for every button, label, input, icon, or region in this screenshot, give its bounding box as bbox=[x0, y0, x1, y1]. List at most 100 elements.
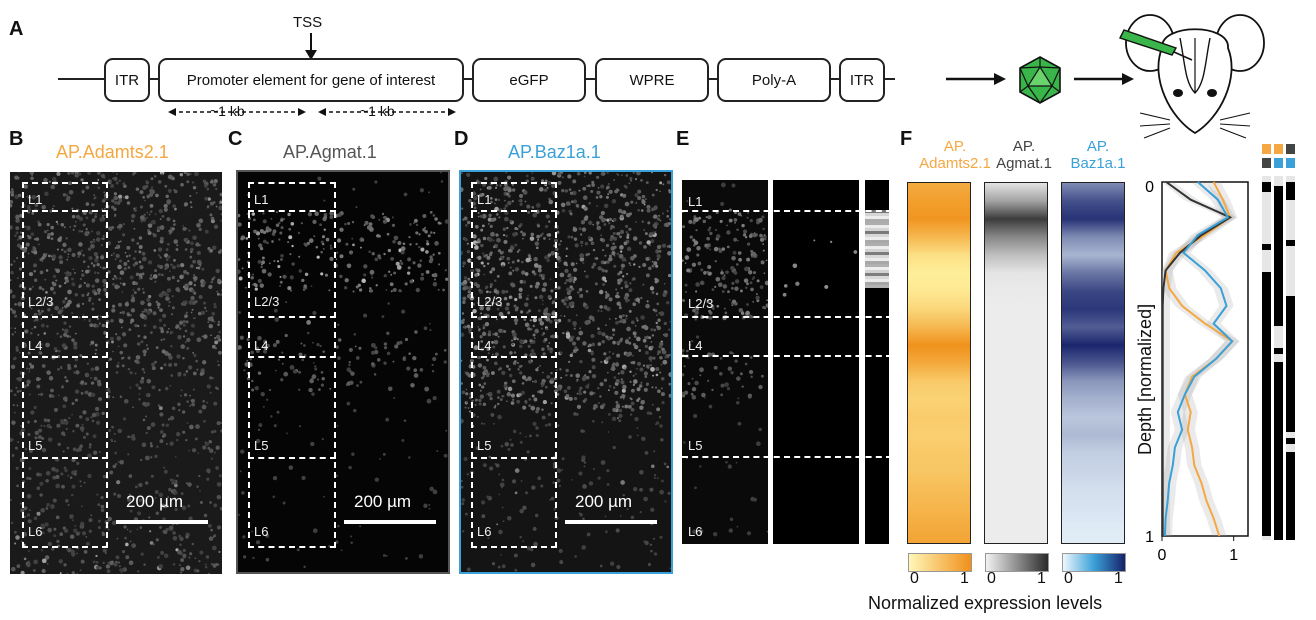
cell bbox=[634, 192, 639, 198]
cell bbox=[84, 231, 89, 237]
cell bbox=[72, 341, 78, 347]
cell bbox=[603, 352, 607, 356]
cell bbox=[64, 271, 67, 275]
cell bbox=[719, 357, 723, 360]
cell bbox=[359, 380, 363, 384]
cell bbox=[503, 296, 508, 301]
cell bbox=[203, 306, 207, 310]
cell bbox=[656, 258, 660, 261]
cell bbox=[643, 540, 646, 543]
cell bbox=[36, 472, 41, 477]
cell bbox=[620, 174, 623, 177]
cell bbox=[558, 259, 562, 263]
cell bbox=[188, 424, 194, 430]
cell bbox=[621, 267, 624, 271]
cell bbox=[272, 229, 277, 234]
cell bbox=[92, 239, 96, 243]
cell bbox=[632, 277, 636, 281]
cell bbox=[303, 344, 306, 347]
micrograph-agmat: L1 L2/3 L4 L5 L6 200 µm bbox=[236, 170, 450, 574]
y-tick-label: 1 bbox=[1145, 529, 1154, 546]
cell bbox=[192, 388, 195, 391]
cell bbox=[462, 296, 467, 301]
cell bbox=[181, 505, 187, 511]
cell bbox=[63, 226, 66, 229]
cell bbox=[824, 284, 829, 289]
cell bbox=[361, 278, 366, 284]
cell bbox=[733, 218, 738, 222]
cell bbox=[178, 409, 181, 412]
cell bbox=[547, 233, 552, 237]
cell bbox=[93, 450, 98, 455]
cell bbox=[250, 275, 254, 280]
cell bbox=[196, 337, 202, 343]
cell bbox=[663, 321, 667, 326]
e-layer-divider bbox=[682, 210, 892, 212]
cell bbox=[565, 368, 569, 373]
cell bbox=[480, 261, 484, 265]
cell bbox=[325, 237, 330, 242]
cell bbox=[661, 479, 664, 483]
cell bbox=[643, 496, 648, 502]
cell bbox=[723, 307, 726, 310]
cell bbox=[273, 259, 276, 262]
cell bbox=[608, 217, 613, 222]
cell bbox=[133, 227, 136, 230]
cell bbox=[153, 248, 157, 252]
cell bbox=[163, 553, 169, 559]
promoter-box: Promoter element for gene of interest bbox=[158, 58, 464, 102]
cell bbox=[207, 321, 210, 324]
cell bbox=[206, 206, 209, 209]
cell bbox=[83, 481, 86, 484]
cell bbox=[582, 341, 587, 346]
cell bbox=[525, 401, 528, 405]
cell bbox=[711, 288, 715, 291]
cell bbox=[545, 316, 551, 322]
cell bbox=[188, 229, 191, 232]
cell bbox=[113, 192, 118, 196]
cell bbox=[624, 201, 630, 207]
cell bbox=[168, 363, 173, 367]
cell bbox=[185, 535, 189, 539]
cell bbox=[47, 437, 53, 442]
cell bbox=[266, 343, 270, 348]
cell bbox=[569, 191, 574, 195]
cell bbox=[707, 264, 712, 269]
cell bbox=[363, 264, 368, 269]
cell bbox=[186, 337, 191, 343]
cell bbox=[406, 271, 411, 275]
cell bbox=[91, 412, 97, 418]
cell bbox=[400, 262, 404, 266]
cell bbox=[314, 211, 319, 217]
cell bbox=[46, 418, 51, 423]
cell bbox=[472, 303, 476, 306]
cell bbox=[491, 353, 494, 356]
cell bbox=[729, 298, 731, 301]
cell bbox=[523, 339, 528, 344]
cell bbox=[709, 248, 712, 251]
cell bbox=[601, 276, 607, 281]
cell bbox=[257, 260, 262, 264]
cell bbox=[136, 324, 140, 328]
cell bbox=[508, 368, 511, 371]
cell bbox=[692, 238, 696, 242]
cell bbox=[371, 362, 375, 366]
cell bbox=[64, 282, 67, 285]
cell bbox=[154, 280, 157, 283]
cell bbox=[355, 356, 360, 360]
cell bbox=[189, 173, 192, 176]
cell bbox=[211, 311, 216, 316]
cell bbox=[251, 388, 255, 392]
cell bbox=[637, 196, 642, 200]
cell bbox=[106, 569, 111, 574]
cell bbox=[92, 434, 97, 439]
cell bbox=[600, 234, 603, 237]
cell bbox=[369, 289, 374, 293]
layer-label-l1: L1 bbox=[477, 192, 492, 207]
cell bbox=[750, 255, 754, 258]
cell bbox=[497, 396, 500, 399]
cell bbox=[564, 296, 569, 302]
cell bbox=[683, 441, 686, 444]
cell bbox=[17, 376, 23, 382]
cell bbox=[559, 368, 562, 371]
